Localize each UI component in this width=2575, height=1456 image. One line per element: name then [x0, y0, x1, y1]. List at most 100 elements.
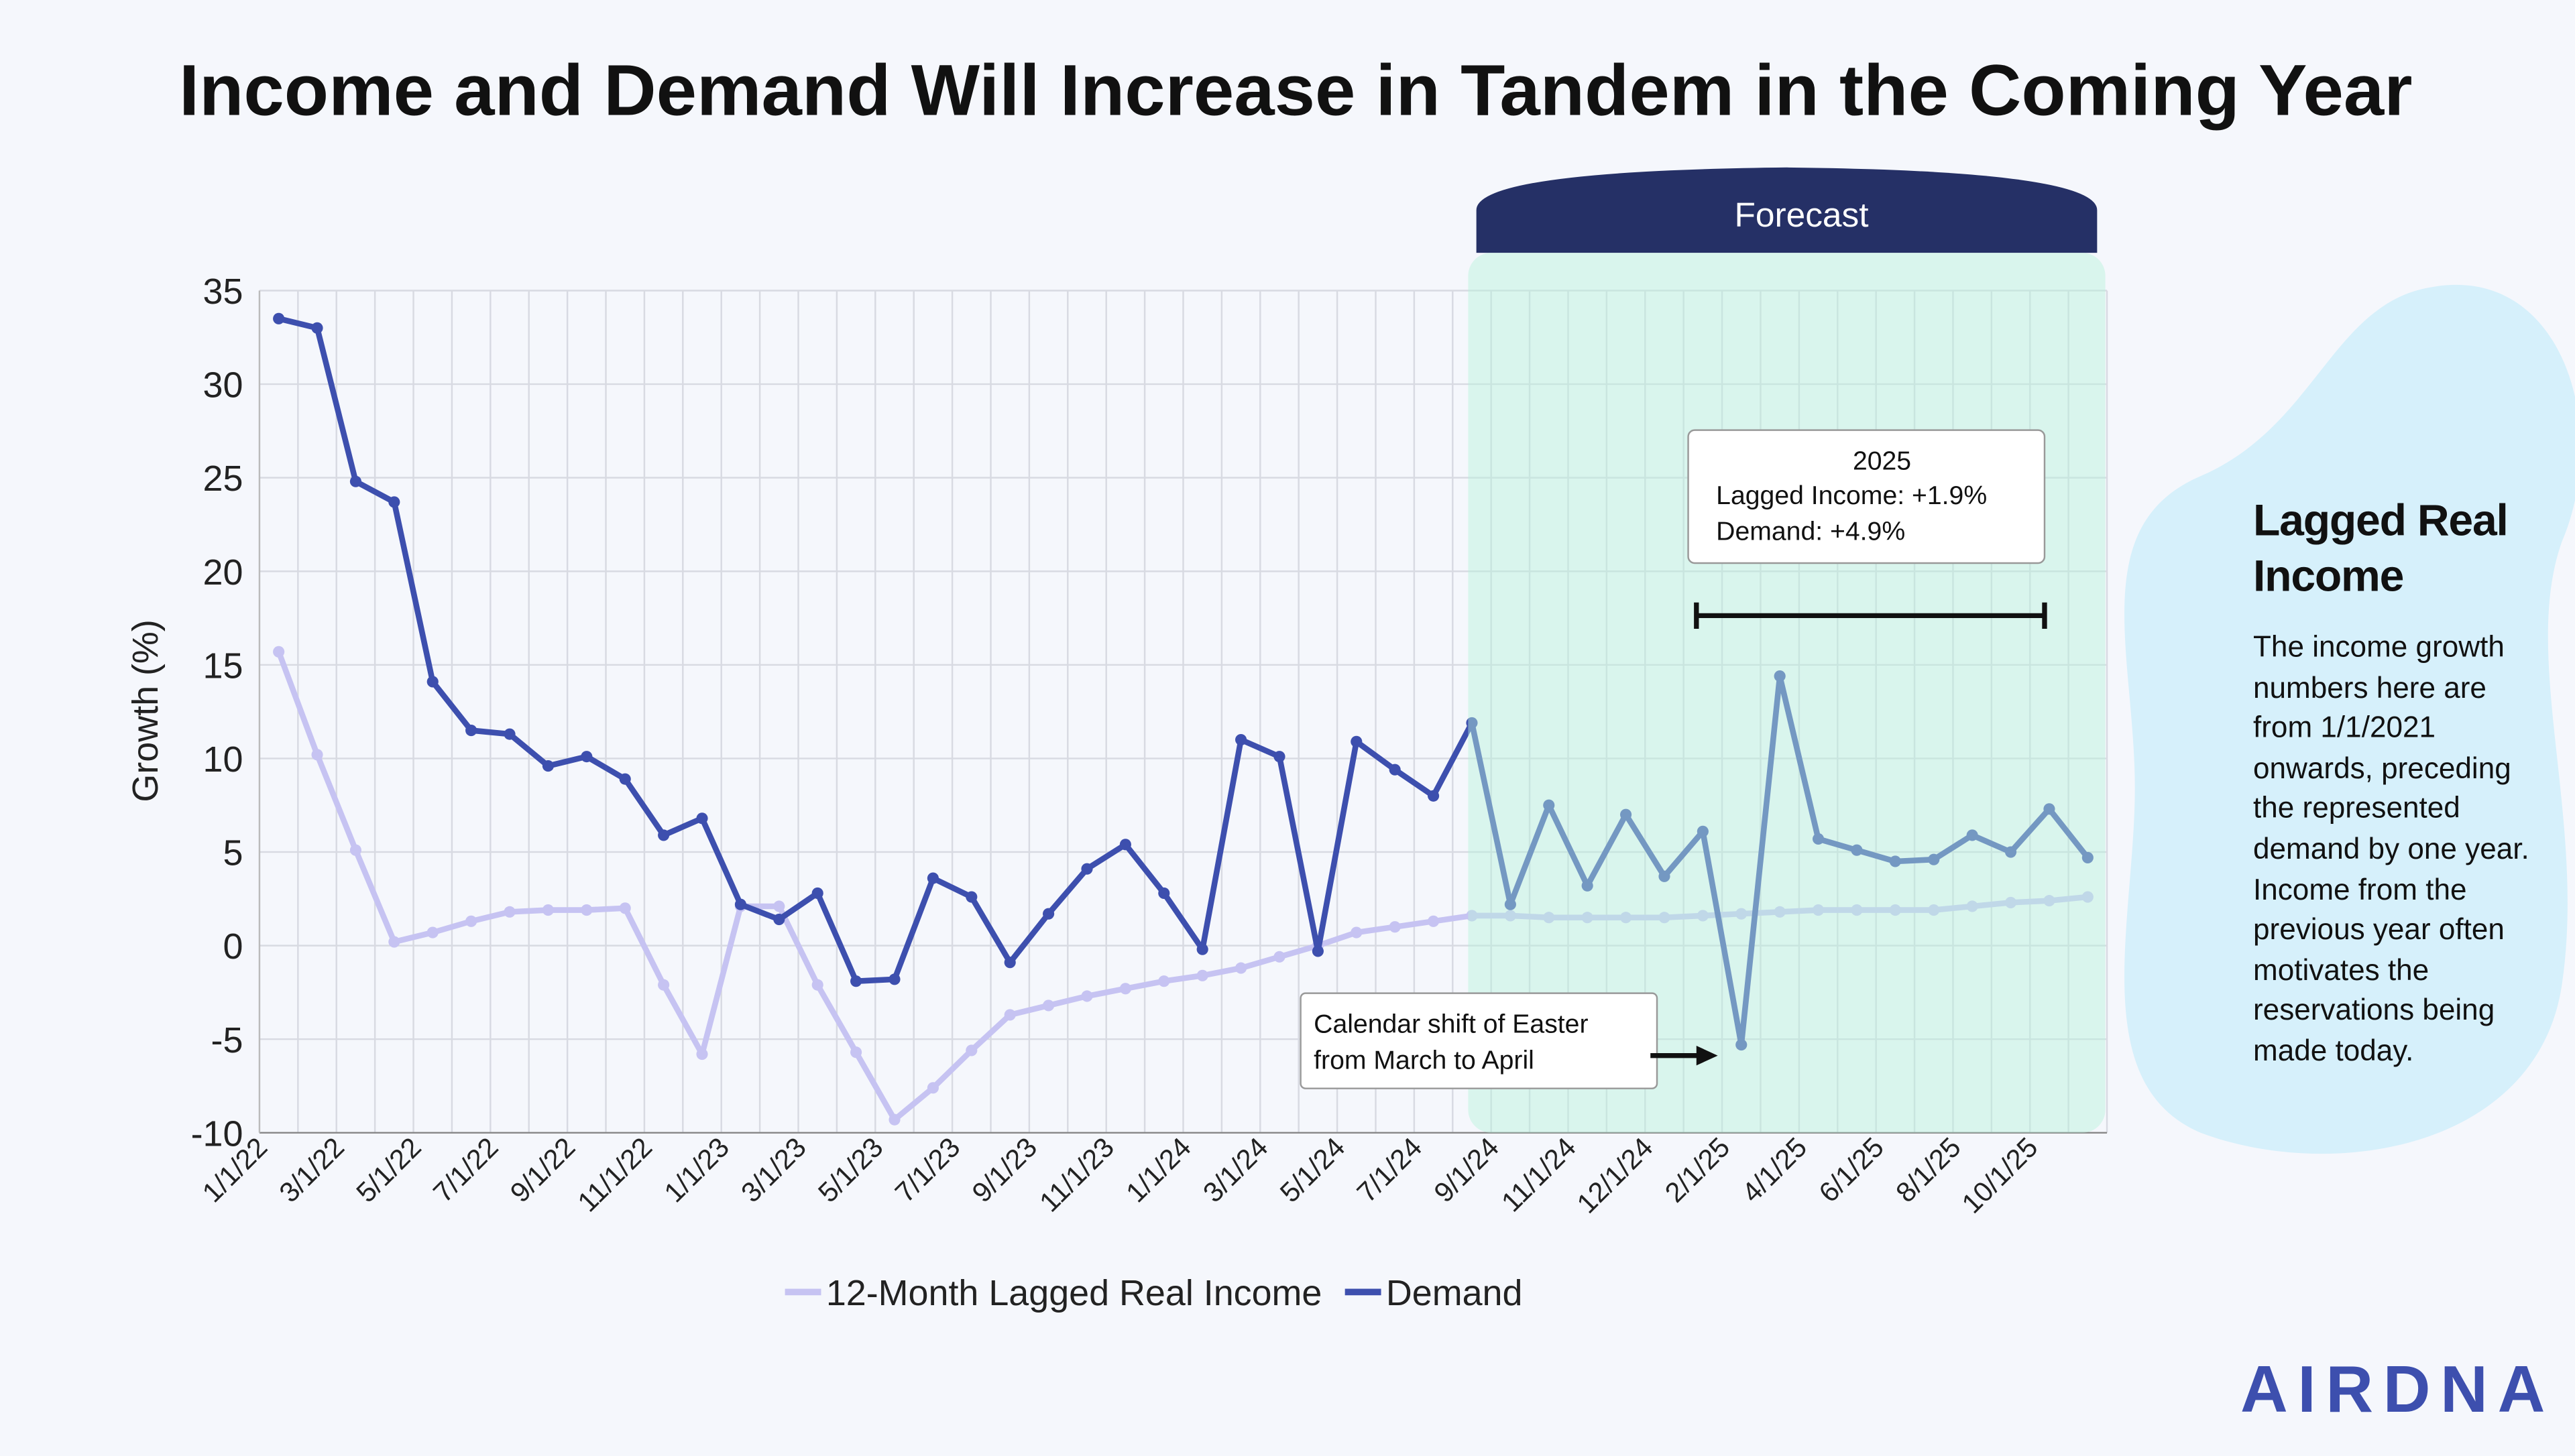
point: [426, 926, 439, 938]
point: [1697, 910, 1709, 922]
point: [1812, 904, 1825, 916]
x-tick-label: 4/1/25: [1735, 1131, 1813, 1208]
point: [1619, 808, 1632, 821]
point: [2081, 851, 2094, 863]
point: [1004, 957, 1016, 969]
point: [1312, 945, 1324, 957]
point: [1889, 855, 1901, 867]
point: [1504, 898, 1516, 910]
y-tick-label: 25: [203, 459, 243, 499]
point: [889, 973, 901, 985]
point: [1928, 904, 1940, 916]
point: [1851, 844, 1863, 856]
point: [927, 872, 939, 884]
point: [734, 898, 746, 910]
point: [1043, 999, 1055, 1012]
x-tick-label: 5/1/24: [1273, 1131, 1351, 1208]
x-tick-label: 5/1/23: [812, 1131, 889, 1208]
point: [1351, 926, 1363, 938]
x-tick-label: 7/1/22: [427, 1131, 504, 1208]
point: [1697, 825, 1709, 837]
chart-title: Income and Demand Will Increase in Tande…: [179, 49, 2413, 130]
point: [1119, 839, 1131, 851]
point: [889, 1113, 901, 1126]
y-tick-label: 35: [203, 271, 243, 312]
legend: 12-Month Lagged Real Income Demand: [785, 1273, 1522, 1313]
x-tick-label: 10/1/25: [1955, 1131, 2043, 1219]
point: [1543, 799, 1555, 811]
point: [1966, 900, 1978, 912]
point: [1235, 733, 1247, 746]
sidebar-text: The income growth numbers here are from …: [2253, 630, 2529, 1067]
x-tick-label: 11/1/23: [1033, 1131, 1120, 1217]
point: [1273, 751, 1285, 763]
point: [850, 975, 862, 987]
point: [1581, 879, 1593, 892]
point: [504, 906, 516, 918]
point: [349, 844, 362, 856]
point: [1119, 983, 1131, 995]
x-tick-label: 2/1/25: [1658, 1131, 1735, 1208]
x-tick-label: 7/1/23: [889, 1131, 966, 1208]
point: [2004, 846, 2017, 858]
point: [811, 887, 823, 900]
forecast-box-year: 2025: [1853, 446, 1911, 475]
y-tick-label: 0: [223, 926, 243, 967]
series-line: [278, 316, 2090, 1048]
y-tick-label: 5: [223, 833, 243, 873]
y-tick-label: 30: [203, 365, 243, 406]
x-tick-label: 6/1/25: [1813, 1131, 1890, 1208]
point: [273, 312, 285, 324]
point: [1273, 951, 1285, 963]
forecast-box: [1687, 429, 2046, 564]
point: [1466, 910, 1478, 922]
point: [2004, 896, 2017, 908]
logo: AIRDNA: [2240, 1352, 2555, 1426]
point: [1389, 921, 1401, 933]
point: [696, 812, 708, 825]
sidebar-title: Lagged Real Income: [2253, 495, 2509, 601]
point: [773, 900, 785, 912]
point: [696, 1048, 708, 1060]
forecast-box-line: Lagged Income: +1.9%: [1716, 481, 1987, 510]
point: [1851, 904, 1863, 916]
point: [311, 322, 323, 334]
point: [619, 902, 631, 914]
x-tick-label: 11/1/22: [571, 1131, 658, 1217]
sidebar: Lagged Real Income The income growth num…: [2253, 493, 2549, 1071]
point: [1581, 912, 1593, 924]
x-tick-label: 1/1/23: [658, 1131, 735, 1208]
point: [966, 1044, 978, 1056]
point: [1774, 670, 1786, 682]
point: [273, 646, 285, 658]
y-tick-label: 10: [203, 739, 243, 780]
note-arrow: [1650, 1046, 1718, 1066]
lines: [273, 312, 2094, 1126]
point: [850, 1046, 862, 1058]
point: [1043, 908, 1055, 920]
point: [1004, 1009, 1016, 1021]
point: [1351, 735, 1363, 747]
point: [426, 676, 439, 688]
point: [658, 829, 670, 841]
legend-label: 12-Month Lagged Real Income: [826, 1273, 1322, 1313]
point: [811, 979, 823, 991]
y-tick-label: 20: [203, 552, 243, 593]
x-tick-label: 1/1/24: [1120, 1131, 1197, 1208]
point: [1389, 764, 1401, 776]
point: [1889, 904, 1901, 916]
point: [1158, 887, 1170, 900]
x-tick-label: 12/1/24: [1570, 1131, 1658, 1219]
point: [504, 728, 516, 740]
point: [2081, 891, 2094, 903]
forecast-tab: [1476, 167, 2098, 253]
point: [1812, 833, 1825, 845]
point: [1428, 790, 1440, 802]
x-tick-label: 5/1/22: [350, 1131, 427, 1208]
note-line: from March to April: [1314, 1046, 1534, 1075]
point: [311, 749, 323, 761]
x-tick-label: 3/1/23: [735, 1131, 812, 1208]
point: [2043, 895, 2055, 907]
